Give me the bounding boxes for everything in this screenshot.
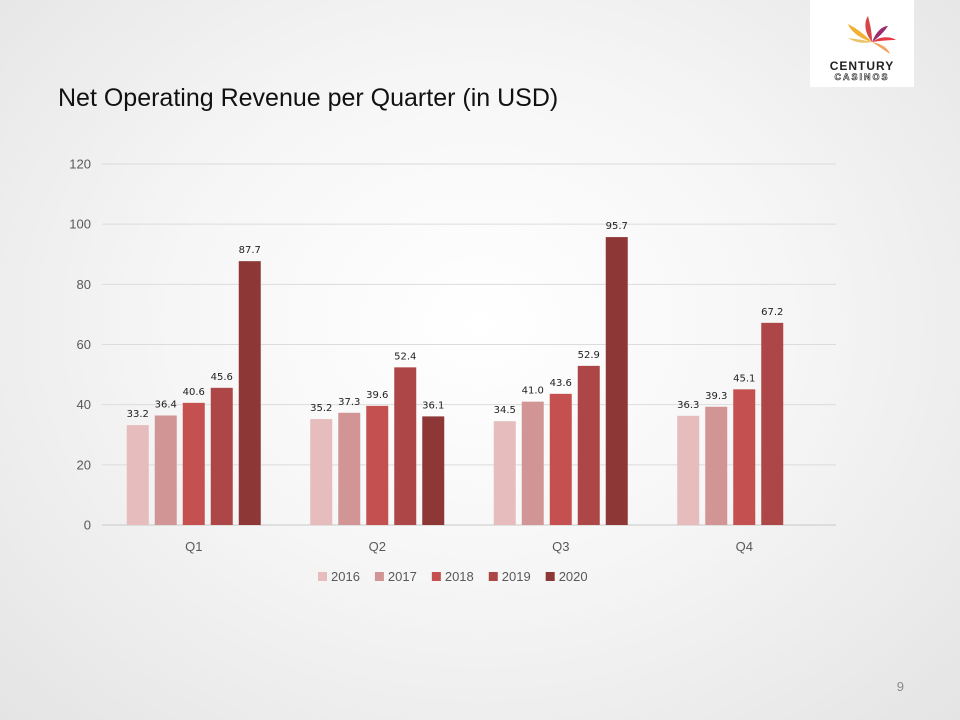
- legend-label: 2016: [331, 569, 360, 584]
- bar-2018-Q3: [549, 393, 572, 525]
- bar-2018-Q4: [733, 389, 756, 525]
- data-label: 33.2: [127, 409, 149, 420]
- data-label: 41.0: [522, 386, 544, 397]
- bar-2020-Q3: [605, 237, 628, 526]
- legend-swatch-2019: [488, 572, 498, 581]
- bar-2017-Q4: [705, 406, 728, 525]
- data-label: 95.7: [606, 221, 628, 232]
- data-label: 45.1: [733, 373, 755, 384]
- data-label: 36.3: [677, 400, 699, 411]
- logo-flower-icon: [848, 16, 896, 54]
- legend: 2016 2017 2018 2019 2020: [318, 569, 588, 584]
- legend-label: 2018: [445, 569, 474, 584]
- logo-text-line1: CENTURY: [830, 59, 895, 73]
- bar-2019-Q3: [577, 365, 600, 525]
- bar-2017-Q1: [154, 415, 177, 525]
- data-labels: 33.2 36.4 40.6 45.6 87.7 35.2 37.3 39.6 52.4 36.1…: [127, 221, 784, 420]
- y-tick-label: 100: [69, 217, 91, 232]
- x-category-label: Q1: [185, 539, 202, 554]
- legend-label: 2020: [559, 569, 588, 584]
- legend-swatch-2018: [431, 572, 441, 581]
- data-label: 39.6: [366, 390, 388, 401]
- bar-2018-Q2: [366, 405, 389, 525]
- x-category-label: Q4: [736, 539, 753, 554]
- bar-2016-Q4: [677, 415, 700, 525]
- legend-swatch-2016: [318, 572, 327, 581]
- data-label: 39.3: [705, 391, 727, 402]
- logo-box: CENTURY CASINOS: [810, 0, 914, 87]
- logo-text-line2: CASINOS: [834, 72, 889, 82]
- y-tick-label: 40: [77, 397, 91, 412]
- legend-label: 2017: [388, 569, 417, 584]
- y-tick-label: 80: [77, 277, 91, 292]
- bar-2016-Q3: [493, 421, 516, 525]
- bar-2019-Q4: [761, 322, 784, 525]
- data-label: 40.6: [183, 387, 205, 398]
- bar-2016-Q2: [310, 419, 333, 525]
- y-tick-label: 0: [84, 518, 91, 533]
- data-label: 43.6: [550, 378, 572, 389]
- bar-2020-Q1: [238, 261, 261, 525]
- x-category-label: Q3: [552, 539, 569, 554]
- legend-swatch-2020: [545, 572, 555, 581]
- page-number: 9: [896, 679, 904, 694]
- bar-2019-Q2: [394, 367, 417, 525]
- bar-2016-Q1: [126, 425, 149, 525]
- bars: [126, 237, 784, 526]
- bar-2018-Q1: [182, 402, 205, 525]
- data-label: 36.1: [422, 400, 444, 411]
- data-label: 34.5: [494, 405, 516, 416]
- bar-2019-Q1: [210, 387, 233, 525]
- data-label: 36.4: [155, 399, 177, 410]
- y-tick-label: 20: [77, 457, 91, 472]
- legend-swatch-2017: [374, 572, 384, 581]
- legend-label: 2019: [502, 569, 531, 584]
- bar-2017-Q2: [338, 412, 361, 525]
- data-label: 52.9: [578, 350, 600, 361]
- axes: 0 20 40 60 80 100 120 Q1 Q2 Q3 Q4: [69, 157, 753, 555]
- data-label: 67.2: [761, 307, 783, 318]
- data-label: 35.2: [310, 403, 332, 414]
- century-casinos-logo: CENTURY CASINOS: [830, 16, 896, 82]
- data-label: 52.4: [394, 351, 416, 362]
- x-category-label: Q2: [369, 539, 386, 554]
- slide-title: Net Operating Revenue per Quarter (in US…: [58, 84, 559, 112]
- bar-2017-Q3: [521, 401, 544, 525]
- data-label: 45.6: [211, 372, 233, 383]
- y-tick-label: 120: [69, 157, 91, 172]
- data-label: 87.7: [239, 245, 261, 256]
- y-tick-label: 60: [77, 337, 91, 352]
- bar-2020-Q2: [422, 416, 445, 525]
- data-label: 37.3: [338, 397, 360, 408]
